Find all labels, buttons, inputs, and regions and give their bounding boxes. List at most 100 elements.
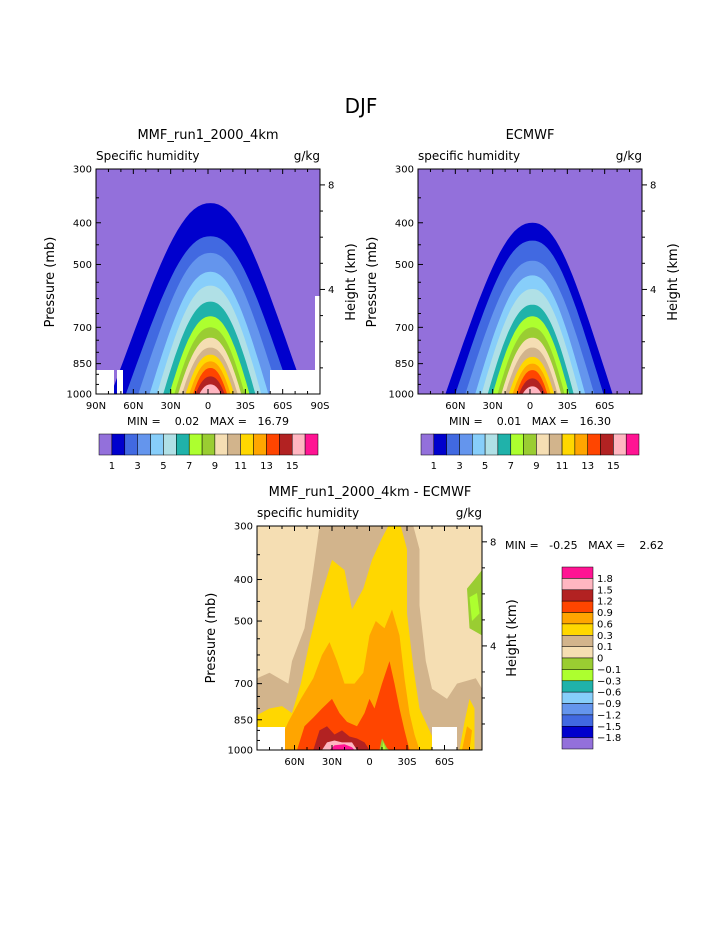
x-tick-label: 60N — [445, 401, 465, 412]
diff-colorbar-swatch-0 — [561, 566, 594, 579]
mmf-colorbar-swatch-13 — [266, 433, 280, 456]
mmf-colorbar-label: 3 — [134, 461, 140, 472]
x-tick-label: 30S — [397, 757, 416, 768]
mmf-colorbar-swatch-5 — [163, 433, 177, 456]
x-tick-label: 30S — [558, 401, 577, 412]
ecmwf-colorbar-swatch-16 — [625, 433, 640, 456]
mmf-colorbar-swatch-0 — [98, 433, 113, 456]
diff-colorbar-label: 1.5 — [597, 585, 613, 596]
diff-colorbar-swatch-8 — [561, 657, 594, 670]
ecmwf-colorbar-label: 7 — [508, 461, 514, 472]
x-tick-label: 60S — [435, 757, 454, 768]
y-tick-label: 500 — [73, 260, 92, 271]
x-tick-label: 90N — [86, 401, 106, 412]
mmf-y-axis-label: Pressure (mb) — [43, 237, 58, 328]
ecmwf-colorbar-swatch-8 — [523, 433, 537, 456]
contour-level-15 — [522, 386, 542, 394]
diff-colorbar-swatch-3 — [561, 600, 594, 613]
mmf-colorbar-label: 1 — [109, 461, 115, 472]
ecmwf-colorbar-swatch-11 — [561, 433, 576, 456]
mmf-title: MMF_run1_2000_4km — [137, 128, 278, 143]
mmf-colorbar-swatch-15 — [291, 433, 306, 456]
missing-data-antarctic — [96, 370, 114, 394]
diff-colorbar-label: 0.9 — [597, 608, 613, 619]
x-tick-label: 60S — [273, 401, 292, 412]
ecmwf-colorbar-swatch-12 — [574, 433, 588, 456]
y-tick-label: 400 — [234, 575, 253, 586]
right-tick-label: 4 — [328, 285, 334, 296]
diff-colorbar-swatch-14 — [561, 726, 594, 738]
mmf-colorbar-swatch-14 — [279, 433, 293, 456]
mmf-colorbar-label: 11 — [234, 461, 247, 472]
mmf-colorbar-swatch-7 — [188, 433, 203, 456]
diff-colorbar-swatch-13 — [561, 714, 594, 727]
mmf-colorbar-label: 7 — [186, 461, 192, 472]
mmf-colorbar: 1 3 5 7 9 11 13 15 — [98, 433, 319, 472]
ecmwf-title: ECMWF — [506, 128, 555, 143]
diff-colorbar-swatch-10 — [561, 680, 594, 693]
y-tick-label: 1000 — [228, 746, 253, 757]
mmf-colorbar-label: 15 — [286, 461, 299, 472]
mmf-min-max: MIN = 0.02 MAX = 16.79 — [127, 415, 289, 428]
x-tick-label: 90S — [310, 401, 329, 412]
diff-min-max: MIN = -0.25 MAX = 2.62 — [505, 539, 664, 552]
mmf-colorbar-swatch-3 — [137, 433, 151, 456]
x-tick-label: 30N — [161, 401, 181, 412]
diff-lime-region — [382, 742, 386, 750]
ecmwf-contour-plot — [418, 169, 642, 394]
ecmwf-colorbar-label: 5 — [482, 461, 488, 472]
ecmwf-y-axis-label: Pressure (mb) — [365, 237, 380, 328]
ecmwf-colorbar-swatch-10 — [548, 433, 563, 456]
diff-colorbar-label: −1.5 — [597, 722, 621, 733]
diff-colorbar-label: −0.9 — [597, 699, 621, 710]
y-tick-label: 850 — [234, 715, 253, 726]
page-title: DJF — [345, 94, 378, 118]
ecmwf-colorbar-label: 9 — [533, 461, 539, 472]
mmf-colorbar-swatch-9 — [214, 433, 229, 456]
ecmwf-colorbar-label: 13 — [581, 461, 594, 472]
missing-data-edge — [315, 296, 320, 370]
diff-colorbar-label: 1.2 — [597, 597, 613, 608]
y-tick-label: 700 — [234, 679, 253, 690]
x-tick-label: 60N — [284, 757, 304, 768]
missing-data-gap — [117, 370, 123, 394]
mmf-colorbar-label: 9 — [212, 461, 218, 472]
diff-upper-lime-region — [469, 593, 480, 621]
mmf-colorbar-swatch-8 — [201, 433, 216, 456]
diff-title: MMF_run1_2000_4km - ECMWF — [269, 485, 472, 500]
ecmwf-colorbar-swatch-1 — [433, 433, 447, 456]
panel-mmf: MMF_run1_2000_4km Specific humidity g/kg… — [43, 128, 359, 472]
diff-magenta-region — [329, 744, 355, 750]
y-tick-label: 850 — [73, 359, 92, 370]
ecmwf-colorbar-swatch-9 — [536, 433, 550, 456]
diff-colorbar-label: −1.8 — [597, 733, 621, 744]
mmf-colorbar-swatch-1 — [111, 433, 126, 456]
diff-colorbar-label: −0.3 — [597, 676, 621, 687]
ecmwf-min-max: MIN = 0.01 MAX = 16.30 — [449, 415, 611, 428]
mmf-colorbar-swatch-4 — [150, 433, 164, 456]
diff-y-axis-label: Pressure (mb) — [204, 593, 219, 684]
diff-axes: 300 400 500 700 850 1000 4 8 60N 30N 0 30S 60S — [228, 522, 497, 769]
diff-missing-south — [432, 727, 457, 750]
ecmwf-colorbar-swatch-5 — [484, 433, 499, 456]
mmf-colorbar-label: 5 — [160, 461, 166, 472]
ecmwf-colorbar-label: 1 — [431, 461, 437, 472]
diff-colorbar-swatch-1 — [561, 578, 594, 591]
y-tick-label: 700 — [73, 323, 92, 334]
ecmwf-colorbar-label: 15 — [607, 461, 620, 472]
mmf-colorbar-swatch-12 — [253, 433, 267, 456]
right-tick-label: 8 — [328, 180, 334, 191]
panel-ecmwf: ECMWF specific humidity g/kg 30040050070… — [365, 128, 681, 472]
diff-colorbar: 1.81.51.20.90.60.30.10−0.1−0.3−0.6−0.9−1… — [561, 566, 621, 750]
ecmwf-colorbar-swatch-2 — [446, 433, 460, 456]
diff-colorbar-label: 0 — [597, 654, 603, 665]
diff-colorbar-label: −0.6 — [597, 688, 621, 699]
right-tick-label: 4 — [650, 285, 656, 296]
ecmwf-colorbar-swatch-4 — [472, 433, 486, 456]
diff-colorbar-swatch-4 — [561, 612, 594, 625]
diff-colorbar-swatch-11 — [561, 691, 594, 704]
ecmwf-colorbar-swatch-14 — [600, 433, 614, 456]
diff-colorbar-label: 0.6 — [597, 619, 613, 630]
diff-colorbar-label: −1.2 — [597, 710, 621, 721]
